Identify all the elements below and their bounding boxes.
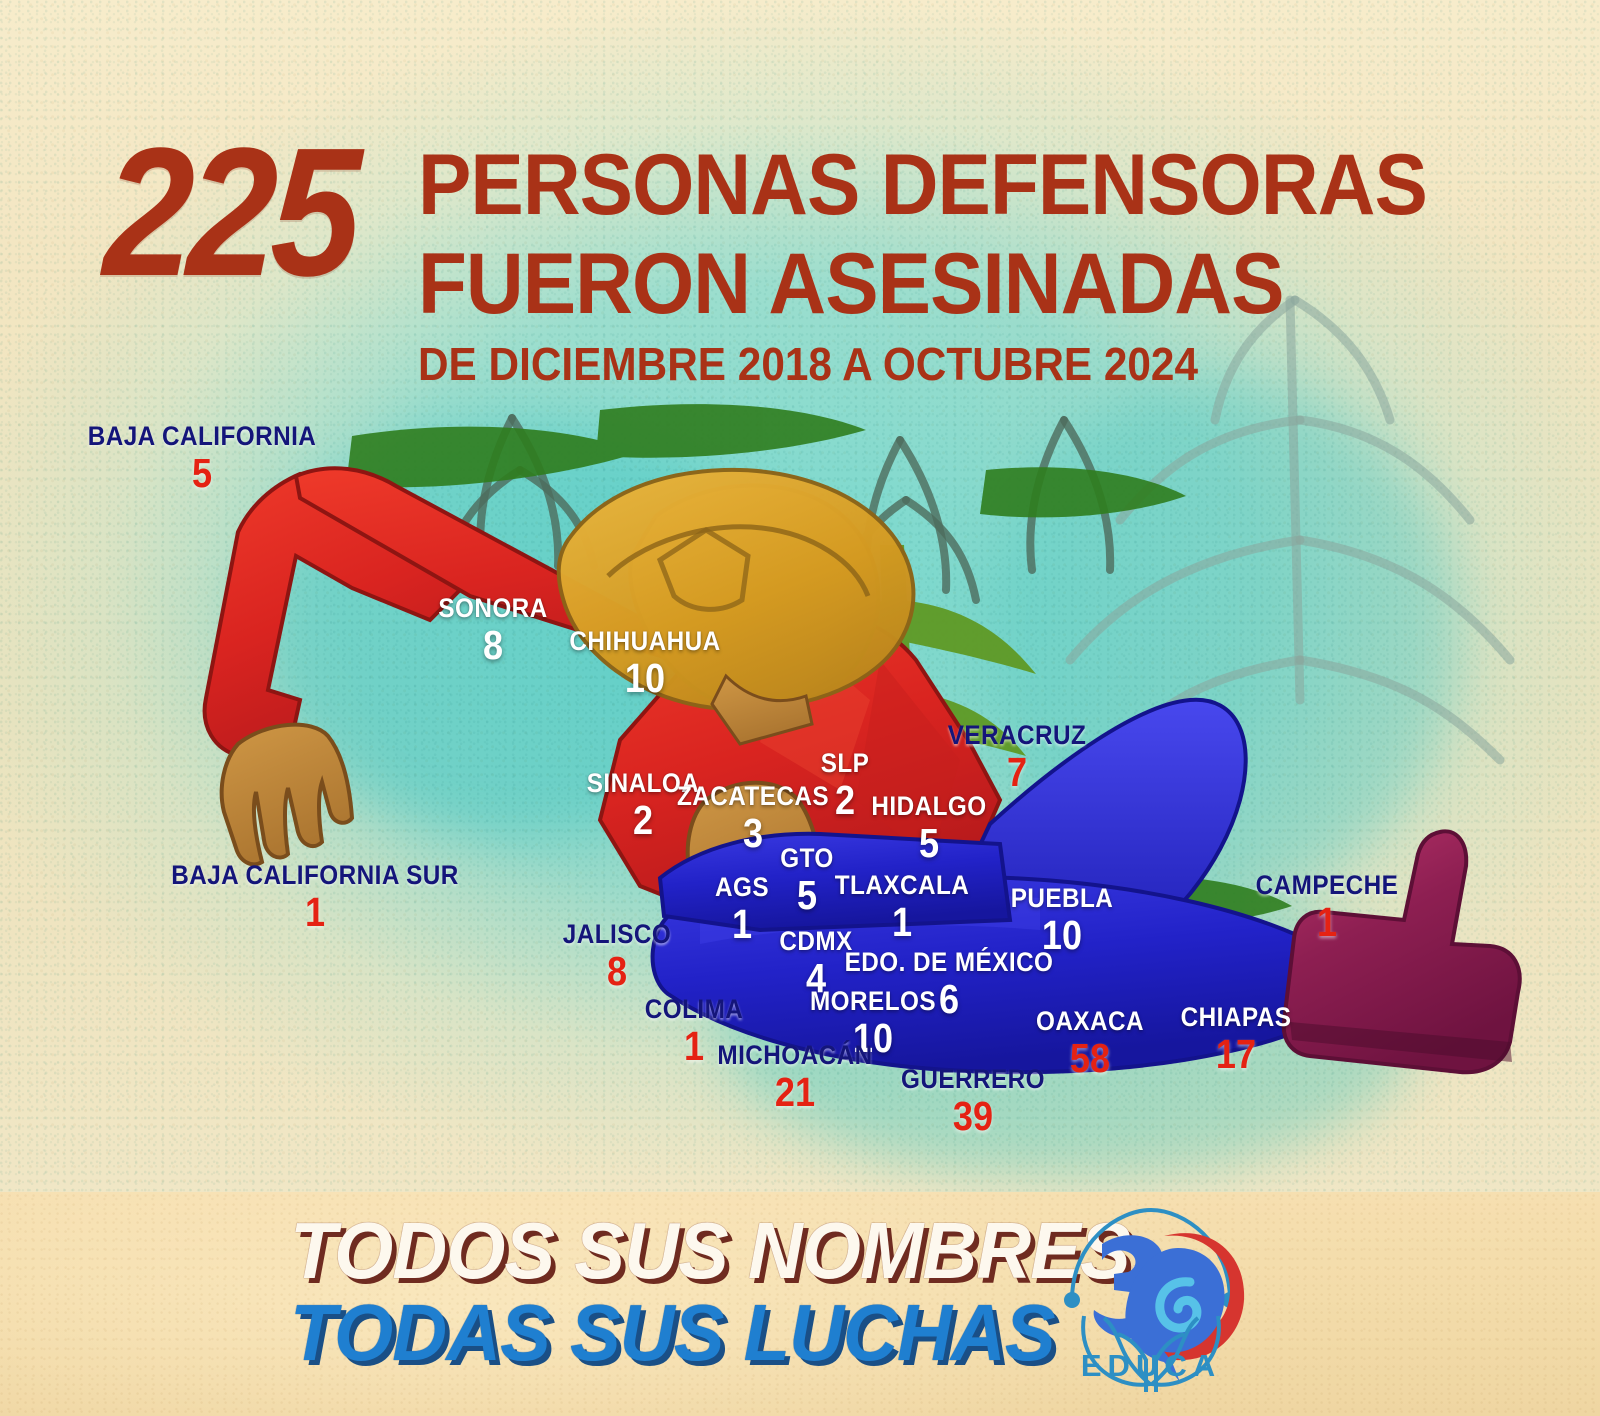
state-name: SINALOA xyxy=(586,768,700,798)
slogan-line-1: TODOS SUS NOMBRES, xyxy=(290,1206,1151,1295)
state-name: PUEBLA xyxy=(1010,883,1114,913)
state-name: MORELOS xyxy=(809,986,937,1016)
logo-stem-right xyxy=(1154,1332,1185,1392)
state-label-tlaxcala: TLAXCALA 1 xyxy=(827,872,976,944)
state-name: AGS xyxy=(714,872,770,902)
state-label-morelos: MORELOS 10 xyxy=(803,988,943,1060)
state-name: JALISCO xyxy=(562,919,672,949)
state-name: CHIAPAS xyxy=(1180,1002,1292,1032)
state-label-zacatecas: ZACATECAS 3 xyxy=(669,783,838,855)
headline-subtitle: DE DICIEMBRE 2018 A OCTUBRE 2024 xyxy=(417,338,1198,391)
state-value: 1 xyxy=(891,899,913,945)
state-name: GTO xyxy=(780,843,834,873)
state-name: BAJA CALIFORNIA xyxy=(87,421,317,451)
state-name: EDO. DE MÉXICO xyxy=(844,947,1054,977)
state-label-chihuahua: CHIHUAHUA 10 xyxy=(561,628,729,700)
state-value: 5 xyxy=(918,820,940,866)
state-label-hidalgo: HIDALGO 5 xyxy=(865,793,993,865)
state-value: 1 xyxy=(683,1023,705,1069)
state-label-campeche: CAMPECHE 1 xyxy=(1248,872,1407,944)
state-value: 3 xyxy=(742,810,764,856)
state-label-gto: GTO 5 xyxy=(777,845,837,917)
slogan-line-2: TODAS SUS LUCHAS xyxy=(290,1288,1056,1378)
state-value: 10 xyxy=(1041,912,1083,958)
state-value: 1 xyxy=(1316,899,1338,945)
banner-texture xyxy=(0,1192,1600,1416)
state-label-sinaloa: SINALOA 2 xyxy=(581,770,706,842)
state-name: OAXACA xyxy=(1035,1006,1145,1036)
state-label-oaxaca: OAXACA 58 xyxy=(1030,1008,1150,1080)
headline-line-1: PERSONAS DEFENSORAS xyxy=(417,137,1428,233)
state-value: 58 xyxy=(1069,1035,1111,1081)
state-label-veracruz: VERACRUZ 7 xyxy=(940,722,1094,794)
logo-spiral xyxy=(1155,1277,1202,1333)
state-value: 5 xyxy=(796,872,818,918)
state-label-slp: SLP 2 xyxy=(818,750,872,822)
state-name: BAJA CALIFORNIA SUR xyxy=(171,860,459,890)
logo-hand-right xyxy=(1147,1315,1221,1387)
educa-logo xyxy=(1064,1207,1245,1392)
state-value: 10 xyxy=(624,655,666,701)
state-value: 8 xyxy=(606,948,628,994)
state-value: 2 xyxy=(834,777,856,823)
logo-dot-left xyxy=(1064,1292,1080,1308)
state-name: CAMPECHE xyxy=(1255,870,1399,900)
state-label-cdmx: CDMX 4 xyxy=(775,928,857,1000)
state-name: SLP xyxy=(820,748,870,778)
state-label-ags: AGS 1 xyxy=(712,874,772,946)
state-name: VERACRUZ xyxy=(947,720,1087,750)
state-label-baja-california-sur: BAJA CALIFORNIA SUR 1 xyxy=(155,862,475,934)
state-value: 8 xyxy=(482,622,504,668)
state-label-puebla: PUEBLA 10 xyxy=(1005,885,1119,957)
state-name: CDMX xyxy=(779,926,853,956)
state-value: 17 xyxy=(1215,1031,1257,1077)
headline-line-2: FUERON ASESINADAS xyxy=(417,235,1284,332)
state-value: 1 xyxy=(731,901,753,947)
logo-stem-left xyxy=(1117,1332,1148,1392)
state-label-sonora: SONORA 8 xyxy=(432,595,554,667)
state-label-edo-de-m-xico: EDO. DE MÉXICO 6 xyxy=(833,949,1065,1021)
slogan-block: TODOS SUS NOMBRES, TODAS SUS LUCHAS xyxy=(290,1206,1151,1378)
state-value: 6 xyxy=(938,976,960,1022)
logo-label: EDUCA xyxy=(1080,1348,1222,1383)
state-value: 39 xyxy=(952,1093,994,1139)
state-value: 4 xyxy=(805,955,827,1001)
total-count: 225 xyxy=(101,109,359,314)
state-name: COLIMA xyxy=(644,994,744,1024)
state-name: TLAXCALA xyxy=(834,870,970,900)
state-value: 5 xyxy=(191,450,213,496)
state-name: CHIHUAHUA xyxy=(569,626,721,656)
state-label-guerrero: GUERRERO 39 xyxy=(893,1066,1053,1138)
bottom-banner xyxy=(0,1192,1600,1416)
state-name: HIDALGO xyxy=(871,791,987,821)
state-label-chiapas: CHIAPAS 17 xyxy=(1174,1004,1297,1076)
state-label-michoac-n: MICHOACÁN 21 xyxy=(709,1042,882,1114)
state-value: 1 xyxy=(304,889,326,935)
headline-block: 225 PERSONAS DEFENSORAS FUERON ASESINADA… xyxy=(0,109,1600,391)
state-value: 2 xyxy=(632,797,654,843)
state-label-jalisco: JALISCO 8 xyxy=(557,921,678,993)
logo-blue-drop xyxy=(1125,1248,1225,1382)
state-label-baja-california: BAJA CALIFORNIA 5 xyxy=(75,423,329,495)
state-name: SONORA xyxy=(438,593,548,623)
state-value: 7 xyxy=(1006,749,1028,795)
state-value: 10 xyxy=(852,1015,894,1061)
state-name: ZACATECAS xyxy=(676,781,830,811)
state-name: GUERRERO xyxy=(900,1064,1046,1094)
state-name: MICHOACÁN xyxy=(717,1040,873,1070)
state-label-colima: COLIMA 1 xyxy=(639,996,748,1068)
state-value: 21 xyxy=(774,1069,816,1115)
